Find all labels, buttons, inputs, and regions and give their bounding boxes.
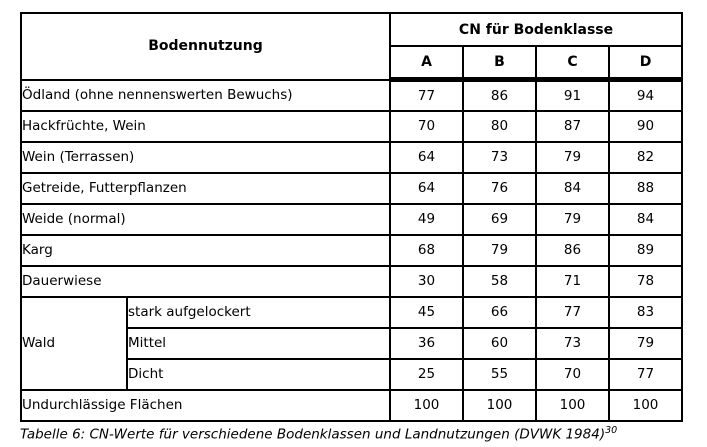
table-row: Undurchlässige Flächen 100 100 100 100 (19, 388, 684, 422)
cn-value: 25 (389, 357, 465, 391)
cn-value: 86 (462, 78, 538, 112)
cn-value: 90 (608, 109, 684, 143)
cn-value: 76 (462, 171, 538, 205)
table-row: Wald stark aufgelockert 45 66 77 83 (20, 295, 684, 391)
cn-value: 70 (389, 109, 465, 143)
cn-value: 84 (608, 202, 684, 236)
cn-value: 36 (389, 326, 465, 360)
cn-value: 91 (535, 78, 611, 112)
soil-class-header-c: C (535, 45, 611, 82)
cn-value: 87 (535, 109, 611, 143)
row-label: Karg (19, 233, 392, 267)
table-row: Hackfrüchte, Wein 70 80 87 90 (19, 109, 684, 143)
column-header-cn-bodenklasse: CN für Bodenklasse (389, 12, 684, 47)
cn-value: 77 (535, 295, 611, 329)
cn-value: 60 (462, 326, 538, 360)
row-label: Weide (normal) (19, 202, 392, 236)
cn-value: 94 (608, 78, 684, 112)
cn-value: 79 (535, 202, 611, 236)
cn-value: 100 (608, 388, 684, 422)
table-caption-footnote-ref: 30 (605, 425, 618, 436)
header-row-top: Bodennutzung CN für Bodenklasse (19, 12, 684, 81)
row-label: Hackfrüchte, Wein (19, 109, 392, 143)
cn-value: 45 (389, 295, 465, 329)
table-row: Wein (Terrassen) 64 73 79 82 (19, 140, 684, 174)
row-label: Dauerwiese (19, 264, 392, 298)
row-label: Ödland (ohne nennenswerten Bewuchs) (19, 78, 392, 112)
cn-value: 79 (535, 140, 611, 174)
cn-value: 77 (608, 357, 684, 391)
row-label: Wein (Terrassen) (19, 140, 392, 174)
row-label: Getreide, Futterpflanzen (19, 171, 392, 205)
cn-value: 80 (462, 109, 538, 143)
cn-value: 100 (462, 388, 538, 422)
table-row: Getreide, Futterpflanzen 64 76 84 88 (19, 171, 684, 205)
cn-value: 83 (608, 295, 684, 329)
cn-value: 70 (535, 357, 611, 391)
cn-value: 73 (535, 326, 611, 360)
table-row: Mittel 36 60 73 79 (21, 326, 684, 360)
row-group-label-wald: Wald (20, 295, 128, 391)
row-label: Undurchlässige Flächen (19, 388, 392, 422)
table-row: Dauerwiese 30 58 71 78 (19, 264, 684, 298)
table-caption-text: Tabelle 6: CN-Werte für verschiedene Bod… (20, 426, 606, 443)
cn-value: 78 (608, 264, 684, 298)
cn-value: 79 (608, 326, 684, 360)
cn-value: 84 (535, 171, 611, 205)
cn-value: 66 (462, 295, 538, 329)
cn-value: 55 (462, 357, 538, 391)
cn-value: 68 (389, 233, 465, 267)
cn-value: 77 (389, 78, 465, 112)
column-header-bodennutzung: Bodennutzung (19, 12, 392, 81)
table-row: Karg 68 79 86 89 (19, 233, 684, 267)
cn-value: 100 (535, 388, 611, 422)
row-sublabel: Dicht (125, 357, 392, 391)
cn-value: 88 (608, 171, 684, 205)
row-sublabel: stark aufgelockert (125, 295, 392, 329)
cn-values-table: Bodennutzung CN für Bodenklasse A B C D … (19, 12, 684, 422)
header-row-classes: A B C D (21, 45, 684, 82)
cn-value: 79 (462, 233, 538, 267)
cn-value: 58 (462, 264, 538, 298)
soil-class-header-d: D (608, 45, 684, 82)
soil-class-header-a: A (389, 45, 465, 82)
table-row: Weide (normal) 49 69 79 84 (19, 202, 684, 236)
cn-value: 64 (389, 171, 465, 205)
cn-value: 82 (608, 140, 684, 174)
table-row: Dicht 25 55 70 77 (21, 357, 684, 391)
table-row: Ödland (ohne nennenswerten Bewuchs) 77 8… (19, 78, 684, 112)
soil-class-header-b: B (462, 45, 538, 82)
cn-value: 49 (389, 202, 465, 236)
cn-value: 100 (389, 388, 465, 422)
table-caption: Tabelle 6: CN-Werte für verschiedene Bod… (20, 425, 617, 443)
row-sublabel: Mittel (125, 326, 392, 360)
cn-value: 71 (535, 264, 611, 298)
cn-value: 86 (535, 233, 611, 267)
cn-value: 64 (389, 140, 465, 174)
cn-value: 30 (389, 264, 465, 298)
cn-value: 73 (462, 140, 538, 174)
cn-value: 69 (462, 202, 538, 236)
cn-value: 89 (608, 233, 684, 267)
